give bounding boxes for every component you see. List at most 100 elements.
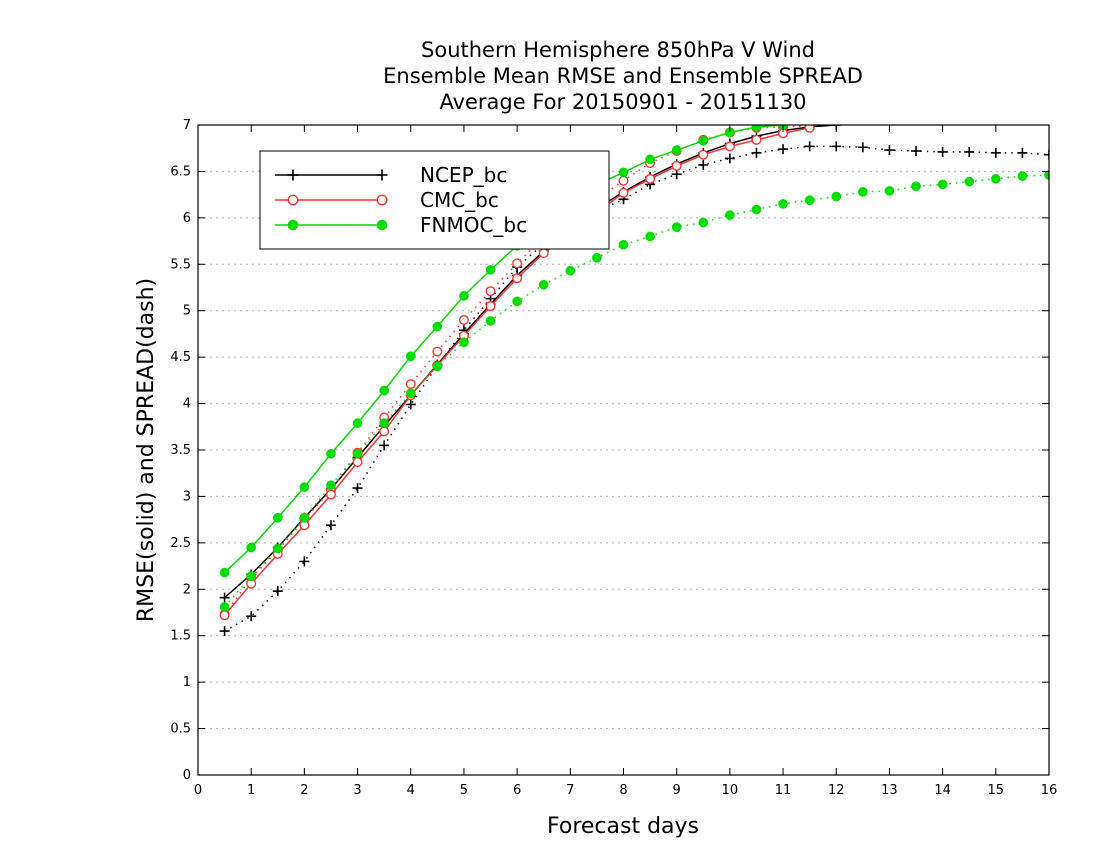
fnmoc-bc-rmse-point	[432, 321, 443, 332]
cmc-bc-rmse-point	[512, 273, 523, 284]
cmc-bc-rmse-point	[379, 426, 390, 437]
y-tick-label: 4.5	[170, 350, 191, 365]
fnmoc-bc-rmse-point	[219, 567, 230, 578]
ncep-bc-spread-point	[325, 520, 336, 531]
ncep-bc-spread-point	[964, 146, 975, 157]
ncep-bc-spread-point	[911, 146, 922, 156]
cmc-bc-spread-point	[512, 258, 523, 269]
fnmoc-bc-spread-point	[937, 179, 948, 190]
legend-marker	[287, 169, 299, 181]
fnmoc-bc-spread-point	[857, 187, 868, 197]
fnmoc-bc-spread-point	[432, 361, 443, 372]
ncep-bc-spread-point	[698, 159, 709, 170]
y-tick-label: 1	[183, 675, 191, 690]
cmc-bc-rmse-point	[352, 457, 363, 468]
fnmoc-bc-spread-series	[219, 170, 1049, 612]
y-tick-label: 6.5	[170, 164, 191, 179]
y-axis: 0 0.5 1 1.5 2 2.5 3 3.5 4 4.5 5 5.5 6 6.5 7	[170, 118, 1049, 783]
cmc-bc-spread-point	[618, 175, 629, 186]
fnmoc-bc-rmse-point	[352, 418, 363, 428]
ncep-bc-spread-point	[857, 142, 868, 153]
cmc-bc-rmse-point	[671, 160, 682, 171]
x-tick-label: 1	[247, 783, 255, 798]
fnmoc-bc-spread-point	[485, 316, 496, 326]
legend-marker	[376, 169, 388, 181]
cmc-bc-spread-point	[405, 379, 416, 390]
x-tick-label: 4	[407, 783, 415, 798]
ncep-bc-spread-point	[299, 556, 310, 567]
cmc-bc-spread-point	[458, 315, 469, 326]
fnmoc-bc-spread-point	[751, 204, 762, 215]
x-tick-label: 12	[828, 783, 845, 798]
fnmoc-bc-rmse-point	[459, 291, 469, 301]
y-tick-label: 0	[183, 768, 191, 783]
cmc-bc-rmse-point	[804, 125, 815, 133]
x-tick-label: 13	[881, 783, 898, 798]
legend-marker	[376, 194, 388, 206]
y-tick-label: 6	[183, 211, 191, 226]
fnmoc-bc-rmse-point	[645, 154, 655, 165]
legend-item-cmc-bc: CMC_bc	[275, 188, 499, 212]
cmc-bc-rmse-point	[219, 610, 230, 621]
fnmoc-bc-spread-point	[379, 418, 390, 428]
chart-title-line-1: Southern Hemisphere 850hPa V Wind	[421, 38, 815, 62]
fnmoc-bc-rmse-point	[405, 351, 416, 362]
fnmoc-bc-spread-point	[405, 388, 416, 399]
legend-label: FNMOC_bc	[420, 213, 527, 237]
cmc-bc-rmse-point	[538, 248, 549, 259]
ncep-bc-spread-point	[1017, 147, 1028, 158]
ncep-bc-spread-point	[272, 586, 283, 597]
fnmoc-bc-spread-point	[1044, 170, 1049, 180]
ncep-bc-spread-point	[724, 153, 735, 164]
cmc-bc-spread-point	[432, 346, 443, 357]
ncep-bc-spread-point	[990, 147, 1001, 158]
fnmoc-bc-spread-point	[778, 199, 788, 209]
y-tick-label: 3.5	[170, 443, 191, 458]
cmc-bc-rmse-point	[645, 173, 656, 184]
chart-title-line-2: Ensemble Mean RMSE and Ensemble SPREAD	[383, 64, 863, 88]
cmc-bc-rmse-point	[751, 134, 762, 145]
x-tick-label: 3	[353, 783, 361, 798]
cmc-bc-rmse-point	[618, 187, 629, 198]
fnmoc-bc-spread-point	[618, 239, 629, 250]
fnmoc-bc-rmse-point	[379, 385, 390, 396]
x-tick-label: 16	[1041, 783, 1058, 798]
ncep-bc-spread-point	[778, 144, 789, 155]
y-tick-label: 5	[183, 304, 191, 319]
legend-label: CMC_bc	[420, 188, 499, 212]
fnmoc-bc-spread-point	[911, 181, 921, 192]
x-tick-label: 0	[194, 783, 202, 798]
y-tick-label: 2.5	[170, 536, 191, 551]
fnmoc-bc-rmse-point	[485, 265, 496, 275]
ncep-bc-spread-point	[379, 440, 390, 451]
fnmoc-bc-spread-point	[459, 337, 469, 348]
ncep-bc-rmse-point	[219, 592, 230, 603]
fnmoc-bc-spread-point	[1017, 171, 1028, 181]
ncep-bc-spread-point	[352, 483, 363, 494]
cmc-bc-rmse-point	[325, 489, 336, 500]
fnmoc-bc-spread-point	[592, 252, 602, 263]
fnmoc-bc-spread-point	[219, 602, 230, 612]
x-tick-label: 7	[566, 783, 574, 798]
x-axis-label: Forecast days	[547, 814, 699, 839]
legend-marker	[287, 219, 299, 231]
y-tick-label: 3	[183, 489, 191, 504]
fnmoc-bc-spread-point	[804, 195, 815, 206]
cmc-bc-rmse-point	[485, 301, 496, 312]
ncep-bc-spread-point	[671, 169, 682, 180]
fnmoc-bc-rmse-point	[272, 512, 283, 523]
fnmoc-bc-spread-point	[352, 448, 363, 459]
fnmoc-bc-rmse-point	[299, 482, 310, 492]
fnmoc-bc-spread-point	[538, 279, 549, 290]
fnmoc-bc-spread-point	[645, 231, 655, 242]
ncep-bc-spread-point	[246, 611, 257, 622]
x-tick-label: 9	[673, 783, 681, 798]
ncep-bc-spread-point	[831, 141, 842, 152]
y-tick-label: 5.5	[170, 257, 191, 272]
legend-label: NCEP_bc	[420, 163, 507, 187]
fnmoc-bc-spread-point	[990, 174, 1001, 184]
fnmoc-bc-spread-point	[326, 480, 336, 491]
y-tick-label: 1.5	[170, 629, 191, 644]
